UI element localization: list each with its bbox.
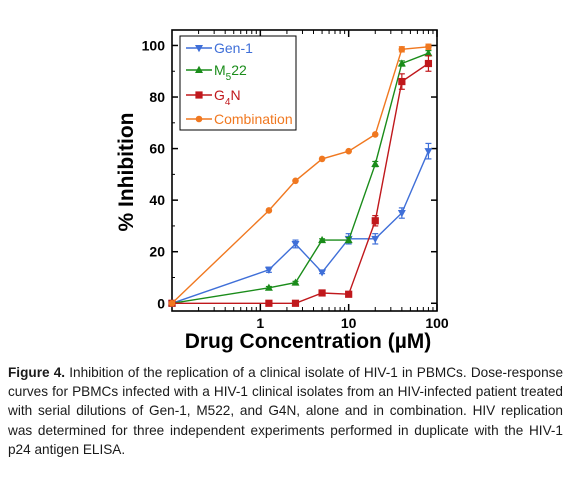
chart-legend: Gen-1 M522 G4N Combination: [179, 35, 297, 131]
data-point: [264, 283, 273, 291]
data-point: [265, 207, 273, 214]
x-tick-label: 100: [425, 315, 449, 331]
legend-box: [179, 35, 297, 131]
data-point: [397, 59, 406, 67]
legend-marker: [195, 45, 203, 53]
series-line: [171, 150, 430, 304]
y-tick-label: 80: [149, 89, 165, 105]
legend-marker: [195, 91, 203, 99]
data-point: [398, 77, 406, 86]
chart: 0 20 40 60 80 100 1 10 100 Gen-1 M522 G4N Combinati…: [115, 29, 449, 353]
legend-item: G4N: [186, 87, 241, 108]
data-point: [371, 131, 379, 138]
y-tick-label: 20: [149, 244, 165, 260]
figure-caption: Figure 4. Inhibition of the replication …: [8, 363, 563, 459]
legend-item: Combination: [186, 111, 293, 127]
data-point: [344, 235, 353, 244]
series-line: [171, 52, 429, 304]
data-point: [292, 177, 299, 185]
data-point: [318, 269, 327, 277]
legend-marker: [195, 65, 203, 73]
legend-label: G4N: [214, 87, 241, 108]
data-point: [291, 278, 300, 286]
y-tick-label: 0: [157, 295, 165, 311]
x-axis-title: Drug Concentration (µM): [185, 330, 432, 353]
data-point: [371, 217, 379, 225]
data-point: [318, 235, 327, 244]
data-point: [424, 148, 433, 156]
data-point: [318, 155, 326, 163]
figure-label: Figure 4.: [8, 365, 66, 380]
data-point: [345, 290, 353, 298]
data-point: [265, 299, 273, 307]
chart-series: [168, 43, 433, 308]
data-point: [424, 49, 433, 57]
caption-text: Inhibition of the replication of a clini…: [8, 365, 563, 457]
data-point: [291, 299, 300, 307]
chart-axes: 0 20 40 60 80 100 1 10 100: [142, 29, 449, 331]
y-tick-label: 60: [149, 141, 165, 157]
data-point: [291, 240, 300, 249]
legend-label: Combination: [214, 111, 293, 127]
x-tick-label: 1: [256, 315, 264, 331]
x-tick-label: 10: [341, 315, 357, 331]
data-point: [398, 46, 406, 53]
legend-label: Gen-1: [214, 40, 253, 56]
data-point: [264, 266, 273, 274]
plot-frame: [171, 29, 438, 312]
data-point: [168, 299, 176, 307]
data-point: [425, 43, 432, 51]
y-axis-title: % Inhibition: [115, 113, 138, 232]
legend-item: M522: [186, 62, 247, 83]
series-line: [172, 62, 429, 304]
data-point: [397, 210, 406, 218]
y-tick-label: 100: [142, 37, 166, 53]
data-point: [371, 159, 380, 168]
legend-marker: [195, 115, 203, 123]
series-combination: [168, 43, 432, 307]
legend-item: Gen-1: [186, 40, 253, 56]
data-point: [371, 235, 380, 244]
y-tick-label: 40: [149, 192, 165, 208]
legend-label: M522: [214, 62, 247, 83]
series-line: [171, 46, 429, 304]
data-point: [424, 59, 433, 68]
data-point: [345, 147, 352, 155]
series-gen-1: [168, 142, 433, 308]
data-point: [318, 289, 326, 297]
